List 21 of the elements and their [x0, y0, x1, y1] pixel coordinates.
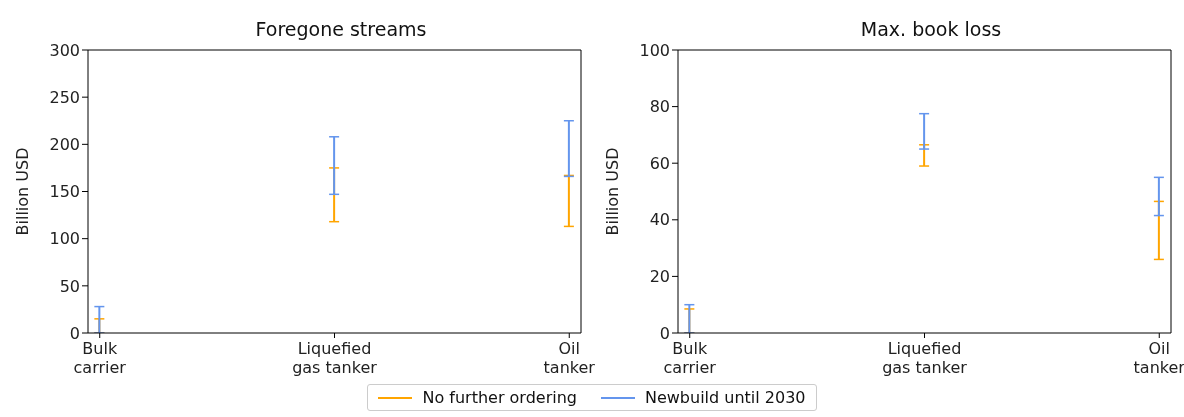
legend-label: Newbuild until 2030	[644, 388, 806, 407]
x-tick-label: Liquefied gas tanker	[882, 339, 968, 377]
y-tick-label: 50	[59, 276, 80, 296]
y-axis-title: Billion USD	[12, 147, 32, 236]
y-tick-label: 250	[49, 87, 80, 107]
y-axis-title: Billion USD	[602, 147, 622, 236]
chart-title: Max. book loss	[859, 18, 1003, 40]
y-tick-label: 40	[649, 210, 670, 230]
x-tick-label: Oil tanker	[1133, 339, 1184, 377]
y-tick-label: 200	[49, 135, 80, 155]
y-tick-label: 300	[49, 40, 80, 60]
y-tick-label: 100	[49, 229, 80, 249]
x-tick-label: Liquefied gas tanker	[292, 339, 378, 377]
chart-title: Foregone streams	[254, 18, 428, 40]
legend-label: No further ordering	[422, 388, 577, 407]
y-tick-label: 80	[649, 97, 670, 117]
y-tick-label: 150	[49, 182, 80, 202]
y-tick-label: 60	[649, 153, 670, 173]
x-tick-label: Oil tanker	[543, 339, 596, 377]
y-tick-label: 100	[639, 40, 670, 60]
y-tick-label: 20	[649, 267, 670, 287]
